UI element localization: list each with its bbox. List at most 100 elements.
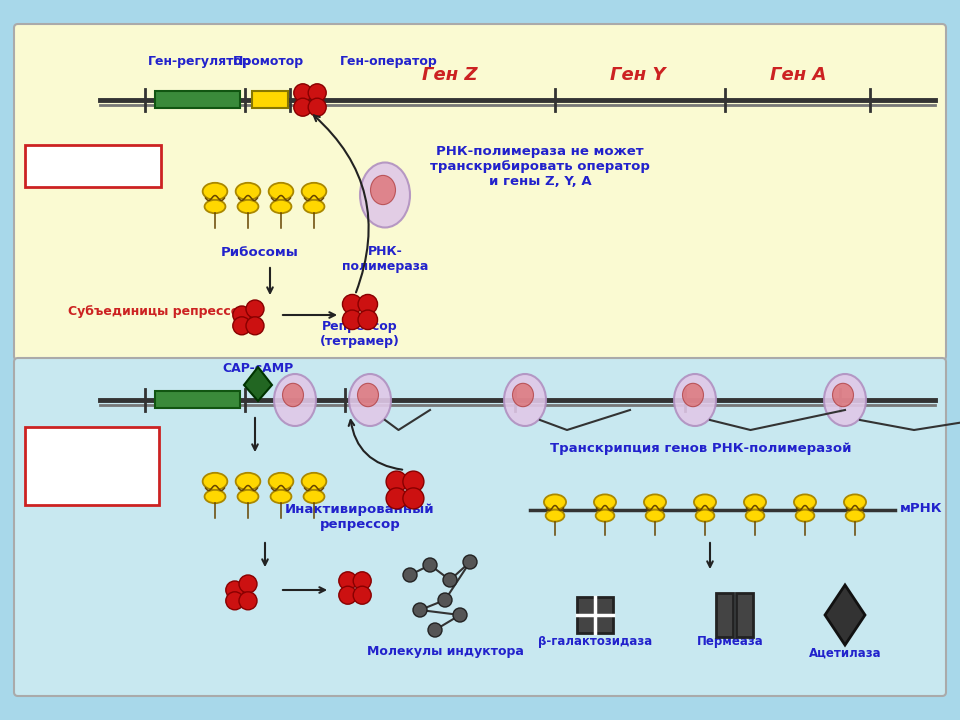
Circle shape <box>453 608 467 622</box>
FancyBboxPatch shape <box>25 145 161 187</box>
Text: Репрессор
(тетрамер): Репрессор (тетрамер) <box>320 320 400 348</box>
Circle shape <box>226 581 244 599</box>
Text: Транскрипция генов РНК-полимеразой: Транскрипция генов РНК-полимеразой <box>550 442 852 455</box>
Circle shape <box>232 306 251 324</box>
Text: CAP-cAMP: CAP-cAMP <box>223 362 294 375</box>
Circle shape <box>428 623 442 637</box>
Circle shape <box>403 471 424 492</box>
Circle shape <box>226 592 244 610</box>
Text: β-галактозидаза: β-галактозидаза <box>538 635 652 648</box>
Text: Без индуктора: Без индуктора <box>34 161 153 175</box>
Ellipse shape <box>271 200 292 213</box>
Circle shape <box>294 84 312 102</box>
Ellipse shape <box>269 473 294 490</box>
Circle shape <box>358 294 377 314</box>
Ellipse shape <box>204 200 226 213</box>
Ellipse shape <box>360 163 410 228</box>
Ellipse shape <box>544 495 566 510</box>
Ellipse shape <box>301 473 326 490</box>
Text: Рибосомы: Рибосомы <box>221 246 299 259</box>
Ellipse shape <box>646 510 664 521</box>
Circle shape <box>403 488 424 509</box>
Ellipse shape <box>674 374 716 426</box>
Ellipse shape <box>595 510 614 521</box>
Circle shape <box>463 555 477 569</box>
Bar <box>736 593 753 637</box>
Circle shape <box>358 310 377 330</box>
Text: Инактивированный
репрессор: Инактивированный репрессор <box>285 503 435 531</box>
Ellipse shape <box>349 374 391 426</box>
Ellipse shape <box>271 490 292 503</box>
Circle shape <box>353 572 372 590</box>
Ellipse shape <box>274 374 316 426</box>
Ellipse shape <box>301 183 326 200</box>
Ellipse shape <box>303 490 324 503</box>
Bar <box>155 391 240 408</box>
Text: Пермеаза: Пермеаза <box>697 635 763 648</box>
Text: Молекулы индуктора: Молекулы индуктора <box>367 645 523 658</box>
Ellipse shape <box>504 374 546 426</box>
Ellipse shape <box>203 183 228 200</box>
Text: Субъединицы репрессора: Субъединицы репрессора <box>68 305 256 318</box>
Circle shape <box>232 317 251 335</box>
Ellipse shape <box>235 183 260 200</box>
Polygon shape <box>244 367 272 401</box>
Bar <box>252 91 288 108</box>
Circle shape <box>246 300 264 318</box>
Polygon shape <box>825 585 865 645</box>
Ellipse shape <box>824 374 866 426</box>
Ellipse shape <box>237 490 258 503</box>
Circle shape <box>343 310 362 330</box>
Bar <box>716 593 733 637</box>
Ellipse shape <box>594 495 616 510</box>
Text: Ацетилаза: Ацетилаза <box>808 647 881 660</box>
Text: Ген-регулятор: Ген-регулятор <box>148 55 252 68</box>
Circle shape <box>246 317 264 335</box>
Circle shape <box>353 586 372 604</box>
Ellipse shape <box>832 383 853 407</box>
Circle shape <box>413 603 427 617</box>
Ellipse shape <box>683 383 704 407</box>
FancyBboxPatch shape <box>14 24 946 360</box>
Ellipse shape <box>694 495 716 510</box>
Ellipse shape <box>235 473 260 490</box>
Ellipse shape <box>237 200 258 213</box>
Bar <box>577 597 613 633</box>
Text: Ген А: Ген А <box>770 66 827 84</box>
Circle shape <box>403 568 417 582</box>
Ellipse shape <box>796 510 814 521</box>
Bar <box>155 91 240 108</box>
Ellipse shape <box>357 383 378 407</box>
Ellipse shape <box>371 176 396 204</box>
FancyBboxPatch shape <box>14 358 946 696</box>
Text: РНК-полимераза не может
транскрибировать оператор
и гены Z, Y, A: РНК-полимераза не может транскрибировать… <box>430 145 650 188</box>
Ellipse shape <box>204 490 226 503</box>
Ellipse shape <box>269 183 294 200</box>
Circle shape <box>339 572 357 590</box>
Circle shape <box>308 84 326 102</box>
Ellipse shape <box>794 495 816 510</box>
Ellipse shape <box>282 383 303 407</box>
Text: РНК-
полимераза: РНК- полимераза <box>342 245 428 273</box>
Text: мРНК: мРНК <box>900 502 943 515</box>
Text: В присутствии
индуктора и
без глюкозы: В присутствии индуктора и без глюкозы <box>36 446 147 490</box>
FancyBboxPatch shape <box>25 427 159 505</box>
Text: Промотор: Промотор <box>232 55 303 68</box>
Circle shape <box>308 98 326 116</box>
Ellipse shape <box>746 510 764 521</box>
Ellipse shape <box>303 200 324 213</box>
Text: Ген-оператор: Ген-оператор <box>340 55 438 68</box>
Circle shape <box>239 575 257 593</box>
Ellipse shape <box>844 495 866 510</box>
Circle shape <box>339 586 357 604</box>
Ellipse shape <box>696 510 714 521</box>
Ellipse shape <box>545 510 564 521</box>
Circle shape <box>239 592 257 610</box>
Ellipse shape <box>203 473 228 490</box>
Circle shape <box>423 558 437 572</box>
Circle shape <box>343 294 362 314</box>
Ellipse shape <box>644 495 666 510</box>
Ellipse shape <box>513 383 534 407</box>
Circle shape <box>294 98 312 116</box>
Circle shape <box>386 471 407 492</box>
